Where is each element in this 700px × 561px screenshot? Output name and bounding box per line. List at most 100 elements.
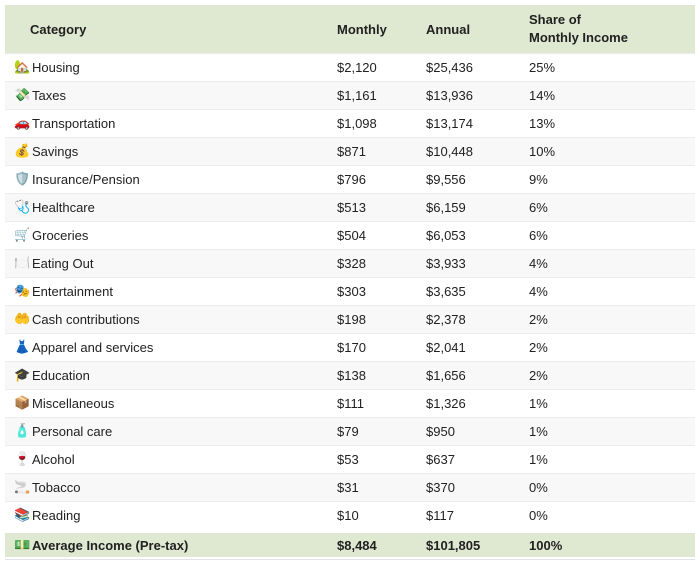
- category-label: Taxes: [32, 88, 66, 103]
- category-label: Cash contributions: [32, 312, 140, 327]
- footer-monthly-value: $8,484: [337, 537, 377, 553]
- category-label: Education: [32, 368, 90, 383]
- category-cell: 🎓 Education: [5, 368, 337, 383]
- table-footer-row: 💵 Average Income (Pre-tax) $8,484 $101,8…: [5, 533, 695, 557]
- share-value: 4%: [529, 284, 548, 299]
- monthly-value: $513: [337, 200, 366, 215]
- expense-table: Category Monthly Annual Share of Monthly…: [5, 5, 695, 560]
- package-icon: 📦: [14, 396, 31, 411]
- monthly-value: $504: [337, 228, 366, 243]
- stethoscope-icon: 🩺: [14, 200, 31, 215]
- annual-value: $10,448: [426, 144, 473, 159]
- table-row: 🎓 Education $138 $1,656 2%: [5, 361, 695, 389]
- monthly-value: $303: [337, 284, 366, 299]
- category-cell: 🛒 Groceries: [5, 228, 337, 243]
- monthly-value: $1,098: [337, 116, 377, 131]
- annual-value: $637: [426, 452, 455, 467]
- share-value: 6%: [529, 200, 548, 215]
- monthly-value: $198: [337, 312, 366, 327]
- annual-value: $2,378: [426, 312, 466, 327]
- annual-value: $2,041: [426, 340, 466, 355]
- annual-value: $117: [426, 508, 454, 523]
- share-value: 1%: [529, 396, 548, 411]
- annual-value: $1,656: [426, 368, 466, 383]
- table-row: 📦 Miscellaneous $111 $1,326 1%: [5, 389, 695, 417]
- category-cell: 🎭 Entertainment: [5, 284, 337, 299]
- lotion-bottle-icon: 🧴: [14, 424, 31, 439]
- category-label: Savings: [32, 144, 79, 159]
- annual-value: $370: [426, 480, 455, 495]
- annual-value: $13,174: [426, 116, 473, 131]
- table-row: 🤲 Cash contributions $198 $2,378 2%: [5, 305, 695, 333]
- table-body: 🏡 Housing $2,120 $25,436 25% 💸 Taxes $1,161 $13,…: [5, 53, 695, 529]
- category-label: Insurance/Pension: [32, 172, 140, 187]
- share-value: 6%: [529, 228, 548, 243]
- table-row: 👗 Apparel and services $170 $2,041 2%: [5, 333, 695, 361]
- category-label: Housing: [32, 60, 80, 75]
- category-cell: 🍷 Alcohol: [5, 452, 337, 467]
- share-value: 1%: [529, 452, 548, 467]
- category-cell: 🍽️ Eating Out: [5, 256, 337, 271]
- monthly-value: $79: [337, 424, 359, 439]
- share-value: 0%: [529, 480, 548, 495]
- table-header-row: Category Monthly Annual Share of Monthly…: [5, 5, 695, 53]
- category-label: Eating Out: [32, 256, 94, 271]
- category-label: Groceries: [32, 228, 89, 243]
- shield-icon: 🛡️: [14, 172, 31, 187]
- share-value: 0%: [529, 508, 548, 523]
- table-row: 🏡 Housing $2,120 $25,436 25%: [5, 53, 695, 81]
- monthly-value: $871: [337, 144, 366, 159]
- column-header-monthly: Monthly: [337, 21, 387, 37]
- graduation-cap-icon: 🎓: [14, 368, 31, 383]
- category-label: Reading: [32, 508, 81, 523]
- category-cell: 🚗 Transportation: [5, 116, 337, 131]
- performing-arts-icon: 🎭: [14, 284, 31, 299]
- category-cell: 📚 Reading: [5, 508, 337, 523]
- wine-glass-icon: 🍷: [14, 452, 31, 467]
- monthly-value: $1,161: [337, 88, 377, 103]
- table-row: 🍽️ Eating Out $328 $3,933 4%: [5, 249, 695, 277]
- category-cell: 👗 Apparel and services: [5, 340, 337, 355]
- category-cell: 🤲 Cash contributions: [5, 312, 337, 327]
- open-palms-icon: 🤲: [14, 312, 31, 327]
- category-label: Miscellaneous: [32, 396, 115, 411]
- table-row: 🛡️ Insurance/Pension $796 $9,556 9%: [5, 165, 695, 193]
- monthly-value: $170: [337, 340, 366, 355]
- column-header-annual: Annual: [426, 21, 471, 37]
- monthly-value: $111: [337, 396, 364, 411]
- category-cell: 💰 Savings: [5, 144, 337, 159]
- column-header-share: Share of Monthly Income: [529, 12, 628, 45]
- table-row: 🍷 Alcohol $53 $637 1%: [5, 445, 695, 473]
- bottom-divider: [5, 559, 695, 560]
- monthly-value: $328: [337, 256, 366, 271]
- table-row: 💰 Savings $871 $10,448 10%: [5, 137, 695, 165]
- annual-value: $6,053: [426, 228, 466, 243]
- money-bag-icon: 💰: [14, 144, 31, 159]
- table-row: 🚬 Tobacco $31 $370 0%: [5, 473, 695, 501]
- category-label: Healthcare: [32, 200, 95, 215]
- category-label: Personal care: [32, 424, 113, 439]
- share-value: 14%: [529, 88, 556, 103]
- fork-knife-plate-icon: 🍽️: [14, 256, 31, 271]
- table-row: 🩺 Healthcare $513 $6,159 6%: [5, 193, 695, 221]
- table-row: 🎭 Entertainment $303 $3,635 4%: [5, 277, 695, 305]
- category-cell: 🛡️ Insurance/Pension: [5, 172, 337, 187]
- annual-value: $950: [426, 424, 455, 439]
- category-cell: 💸 Taxes: [5, 88, 337, 103]
- share-value: 13%: [529, 116, 556, 131]
- books-icon: 📚: [14, 508, 31, 523]
- car-icon: 🚗: [14, 116, 31, 131]
- category-label: Alcohol: [32, 452, 75, 467]
- monthly-value: $31: [337, 480, 359, 495]
- annual-value: $6,159: [426, 200, 466, 215]
- monthly-value: $796: [337, 172, 366, 187]
- share-value: 4%: [529, 256, 548, 271]
- table-row: 📚 Reading $10 $117 0%: [5, 501, 695, 529]
- category-cell: 🚬 Tobacco: [5, 480, 337, 495]
- share-value: 2%: [529, 368, 548, 383]
- table-row: 🧴 Personal care $79 $950 1%: [5, 417, 695, 445]
- footer-annual-value: $101,805: [426, 537, 481, 553]
- annual-value: $3,635: [426, 284, 466, 299]
- share-value: 25%: [529, 60, 556, 75]
